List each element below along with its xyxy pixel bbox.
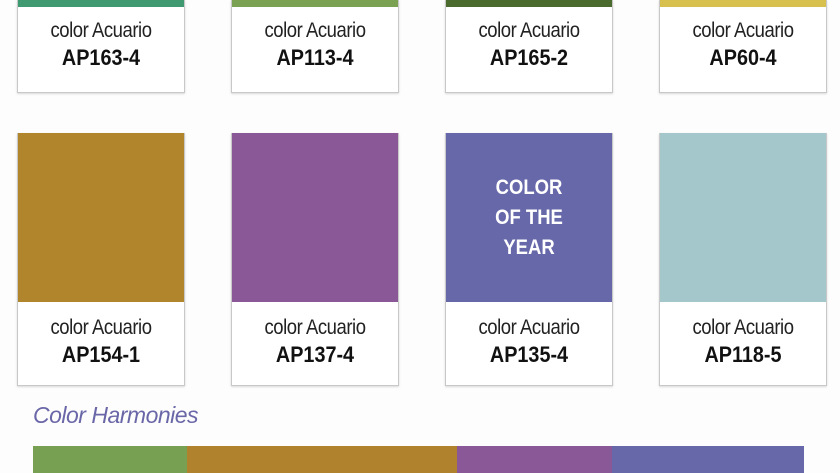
color-card: color Acuario AP165-2: [445, 0, 613, 93]
color-code: AP113-4: [276, 45, 354, 70]
color-label: color Acuario AP60-4: [660, 7, 826, 92]
harmony-swatch: [457, 446, 612, 473]
color-card: color Acuario AP118-5: [659, 133, 827, 386]
color-swatch: [660, 0, 826, 7]
harmony-swatch: [33, 446, 187, 473]
color-code: AP165-2: [489, 45, 569, 70]
color-label: color Acuario AP163-4: [18, 7, 184, 92]
color-swatch: [232, 0, 398, 7]
color-code: AP135-4: [489, 342, 569, 367]
color-label: color Acuario AP113-4: [232, 7, 398, 92]
color-label: color Acuario AP135-4: [446, 302, 612, 385]
brand-name: color Acuario: [478, 19, 580, 42]
color-of-year-badge: COLOR OF THE YEAR: [495, 175, 563, 259]
color-card: color Acuario AP113-4: [231, 0, 399, 93]
color-card: COLOR OF THE YEAR color Acuario AP135-4: [445, 133, 613, 386]
color-swatch: [446, 0, 612, 7]
color-swatch: [660, 133, 826, 302]
brand-name: color Acuario: [692, 316, 794, 339]
brand-name: color Acuario: [264, 316, 366, 339]
brand-name: color Acuario: [50, 316, 152, 339]
color-swatch: [18, 133, 184, 302]
color-code: AP118-5: [704, 342, 782, 367]
color-code: AP154-1: [61, 342, 141, 367]
harmony-bar: [33, 446, 804, 473]
color-label: color Acuario AP154-1: [18, 302, 184, 385]
color-swatch: [232, 133, 398, 302]
color-label: color Acuario AP137-4: [232, 302, 398, 385]
color-code: AP163-4: [61, 45, 141, 70]
brand-name: color Acuario: [264, 19, 366, 42]
color-swatch: [18, 0, 184, 7]
color-label: color Acuario AP118-5: [660, 302, 826, 385]
color-card: color Acuario AP163-4: [17, 0, 185, 93]
brand-name: color Acuario: [50, 19, 152, 42]
brand-name: color Acuario: [692, 19, 794, 42]
color-card: color Acuario AP137-4: [231, 133, 399, 386]
harmony-swatch: [187, 446, 457, 473]
color-swatch: COLOR OF THE YEAR: [446, 133, 612, 302]
color-label: color Acuario AP165-2: [446, 7, 612, 92]
color-card: color Acuario AP154-1: [17, 133, 185, 386]
brand-name: color Acuario: [478, 316, 580, 339]
harmonies-title: Color Harmonies: [33, 402, 199, 428]
color-code: AP137-4: [275, 342, 355, 367]
color-card: color Acuario AP60-4: [659, 0, 827, 93]
color-code: AP60-4: [709, 45, 777, 70]
harmony-swatch: [612, 446, 804, 473]
